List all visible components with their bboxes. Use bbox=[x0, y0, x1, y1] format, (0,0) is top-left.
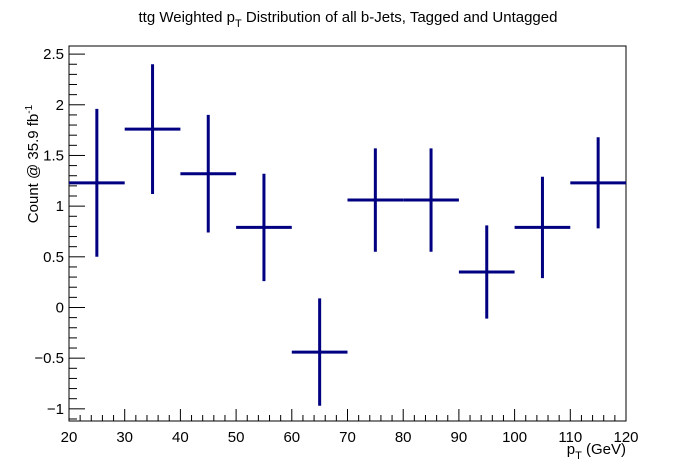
y-axis-ticks bbox=[69, 53, 85, 420]
y-tick-label: 1.5 bbox=[43, 147, 64, 164]
y-tick-label: −0.5 bbox=[34, 350, 64, 367]
chart-title-subscript: T bbox=[235, 18, 242, 30]
y-tick-label: 0.5 bbox=[43, 249, 64, 266]
data-point bbox=[403, 148, 459, 252]
x-tick-label: 100 bbox=[502, 429, 527, 446]
x-tick-label: 70 bbox=[339, 429, 356, 446]
y-tick-label: 1 bbox=[56, 198, 64, 215]
data-point bbox=[347, 148, 404, 252]
x-tick-label: 30 bbox=[116, 429, 133, 446]
y-axis-tick-labels: −1 −0.5 0 0.5 1 1.5 2 2.5 bbox=[34, 46, 64, 418]
data-point bbox=[458, 225, 515, 319]
data-point bbox=[570, 137, 626, 229]
x-tick-label: 20 bbox=[61, 429, 78, 446]
x-tick-label: 50 bbox=[228, 429, 245, 446]
x-tick-label: 60 bbox=[283, 429, 300, 446]
chart-title-suffix: Distribution of all b-Jets, Tagged and U… bbox=[242, 9, 558, 26]
chart-title-prefix: ttg Weighted p bbox=[139, 9, 235, 26]
x-tick-label: 80 bbox=[395, 429, 412, 446]
data-point bbox=[236, 173, 292, 282]
data-point bbox=[69, 108, 125, 257]
data-point bbox=[291, 298, 348, 406]
y-tick-label: 2 bbox=[56, 97, 64, 114]
x-tick-label: 90 bbox=[451, 429, 468, 446]
chart-title: ttg Weighted pT Distribution of all b-Je… bbox=[139, 9, 558, 30]
y-axis-label-main: Count @ 35.9 fb bbox=[25, 114, 42, 223]
data-point bbox=[180, 114, 237, 233]
x-tick-label: 110 bbox=[558, 429, 582, 446]
x-tick-label: 120 bbox=[613, 429, 638, 446]
y-tick-label: 2.5 bbox=[43, 46, 64, 63]
y-axis-label-superscript: -1 bbox=[24, 104, 35, 113]
x-axis-tick-labels: 20 30 40 50 60 70 80 90 100 110 120 bbox=[61, 429, 639, 446]
x-axis-label-subscript: T bbox=[575, 450, 582, 462]
x-axis-label: pT (GeV) bbox=[567, 441, 626, 462]
y-axis-label: Count @ 35.9 fb-1 bbox=[24, 104, 42, 223]
data-points bbox=[69, 64, 626, 406]
y-tick-label: −1 bbox=[47, 401, 64, 418]
data-point bbox=[124, 64, 181, 194]
x-axis-label-main: p bbox=[567, 441, 575, 458]
x-axis-label-rest: (GeV) bbox=[582, 441, 626, 458]
y-tick-label: 0 bbox=[56, 299, 64, 316]
x-tick-label: 40 bbox=[172, 429, 189, 446]
data-point bbox=[514, 176, 571, 279]
